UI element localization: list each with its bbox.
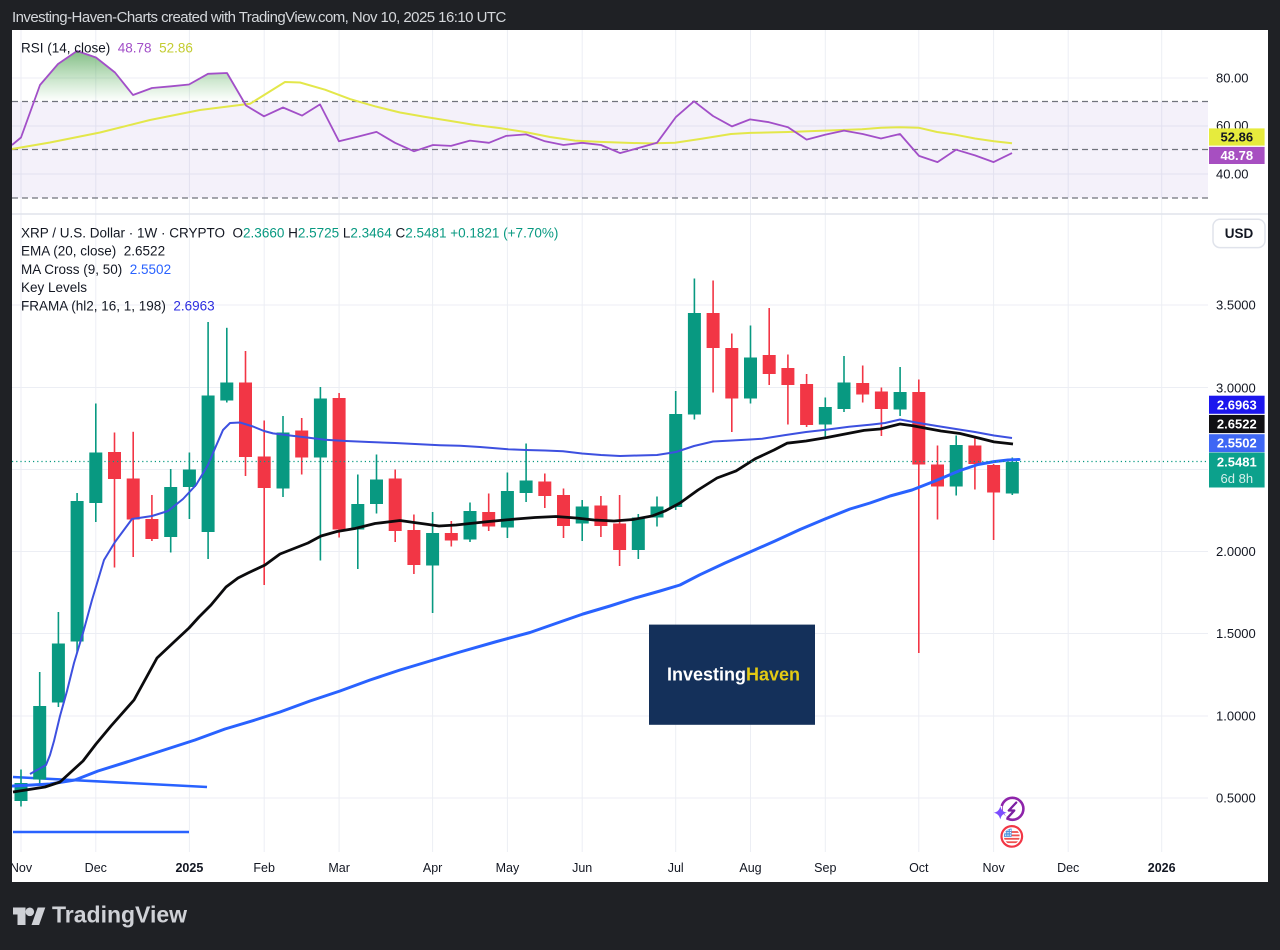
- svg-text:Sep: Sep: [814, 861, 836, 875]
- svg-text:6d 8h: 6d 8h: [1221, 471, 1254, 486]
- svg-text:May: May: [496, 861, 520, 875]
- svg-text:Aug: Aug: [739, 861, 761, 875]
- svg-text:Oct: Oct: [909, 861, 929, 875]
- svg-text:2.5502: 2.5502: [1217, 436, 1257, 451]
- svg-text:40.00: 40.00: [1216, 167, 1249, 182]
- svg-text:3.5000: 3.5000: [1216, 298, 1256, 313]
- svg-text:Dec: Dec: [85, 861, 107, 875]
- svg-text:2.6963: 2.6963: [1217, 397, 1257, 412]
- svg-text:MA Cross (9, 50) 2.5502: MA Cross (9, 50) 2.5502: [21, 262, 171, 277]
- svg-text:Jun: Jun: [572, 861, 592, 875]
- svg-text:1.5000: 1.5000: [1216, 626, 1256, 641]
- svg-text:Jul: Jul: [668, 861, 684, 875]
- svg-text:InvestingHaven: InvestingHaven: [667, 665, 800, 685]
- svg-text:USD: USD: [1225, 226, 1254, 241]
- svg-text:Apr: Apr: [423, 861, 442, 875]
- svg-text:Dec: Dec: [1057, 861, 1079, 875]
- svg-text:3.0000: 3.0000: [1216, 381, 1256, 396]
- svg-text:48.78: 48.78: [1221, 148, 1254, 163]
- svg-text:1.0000: 1.0000: [1216, 709, 1256, 724]
- svg-text:2.0000: 2.0000: [1216, 544, 1256, 559]
- svg-text:Feb: Feb: [253, 861, 275, 875]
- svg-text:Investing-Haven-Charts created: Investing-Haven-Charts created with Trad…: [12, 9, 506, 26]
- svg-text:Mar: Mar: [328, 861, 350, 875]
- svg-text:TradingView: TradingView: [52, 902, 187, 928]
- svg-text:Nov: Nov: [10, 861, 33, 875]
- svg-text:2.5481: 2.5481: [1217, 454, 1257, 469]
- svg-text:RSI (14, close) 48.78 52.86: RSI (14, close) 48.78 52.86: [21, 41, 193, 56]
- svg-text:FRAMA (hl2, 16, 1, 198) 2.696: FRAMA (hl2, 16, 1, 198) 2.6963: [21, 299, 215, 314]
- svg-text:Key Levels: Key Levels: [21, 280, 87, 295]
- svg-text:80.00: 80.00: [1216, 71, 1249, 86]
- svg-text:2025: 2025: [175, 861, 203, 875]
- svg-text:XRP / U.S. Dollar · 1W · CRYPT: XRP / U.S. Dollar · 1W · CRYPTO O2.3660 …: [21, 226, 558, 241]
- svg-text:52.86: 52.86: [1221, 130, 1254, 145]
- svg-text:Nov: Nov: [982, 861, 1005, 875]
- svg-text:2.6522: 2.6522: [1217, 417, 1257, 432]
- svg-text:2026: 2026: [1148, 861, 1176, 875]
- svg-text:EMA (20, close) 2.6522: EMA (20, close) 2.6522: [21, 244, 165, 259]
- svg-text:0.5000: 0.5000: [1216, 791, 1256, 806]
